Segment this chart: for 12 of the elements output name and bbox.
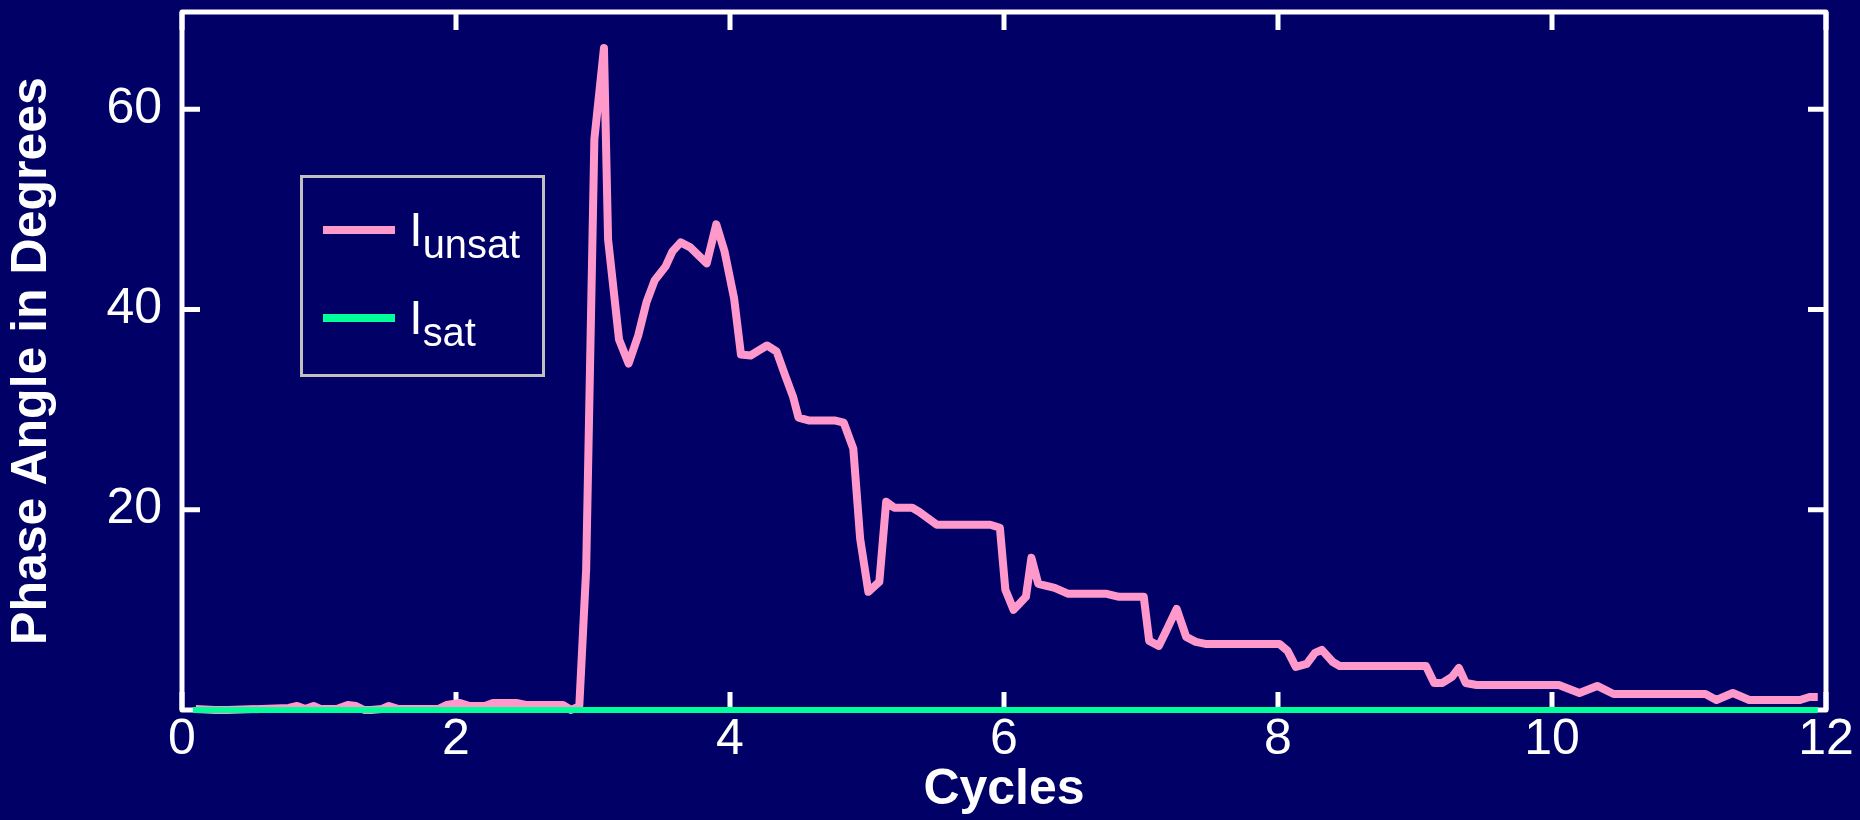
x-tick-label: 10 bbox=[1524, 708, 1580, 765]
y-tick-label: 40 bbox=[106, 278, 162, 335]
legend-label: I$_{sat}$ bbox=[409, 290, 476, 354]
x-tick-label: 12 bbox=[1798, 708, 1854, 765]
x-tick-label: 0 bbox=[168, 708, 196, 765]
y-tick-label: 20 bbox=[106, 478, 162, 535]
y-axis-title: Phase Angle in Degrees bbox=[0, 77, 57, 645]
x-tick-label: 8 bbox=[1264, 708, 1292, 765]
legend-label: I$_{unsat}$ bbox=[409, 202, 521, 266]
x-tick-label: 2 bbox=[442, 708, 470, 765]
x-tick-label: 4 bbox=[716, 708, 744, 765]
y-tick-label: 60 bbox=[106, 77, 162, 134]
